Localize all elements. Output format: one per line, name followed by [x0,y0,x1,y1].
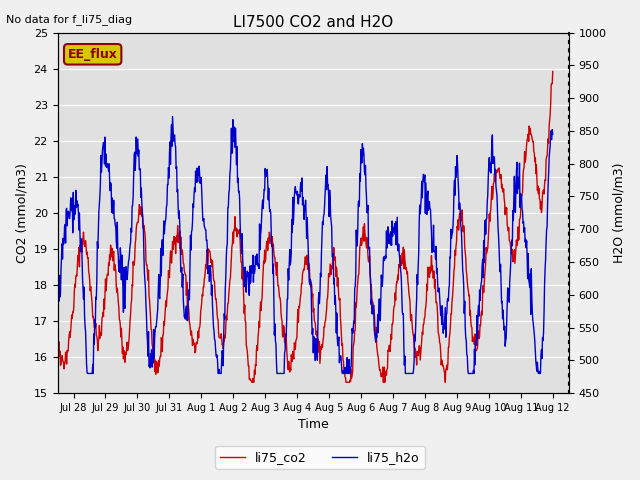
Legend: li75_co2, li75_h2o: li75_co2, li75_h2o [215,446,425,469]
li75_h2o [38,130,45,136]
Text: EE_flux: EE_flux [68,48,118,61]
li75_h2o [84,371,92,376]
li75_co2 [248,379,256,385]
li75_h2o [549,131,557,137]
li75_co2 [264,239,271,244]
li75_co2 [38,229,45,235]
li75_co2 [90,318,97,324]
li75_co2 [389,318,397,324]
Y-axis label: H2O (mmol/m3): H2O (mmol/m3) [612,163,625,263]
Text: No data for f_li75_diag: No data for f_li75_diag [6,14,132,25]
Line: li75_h2o: li75_h2o [42,117,553,373]
Title: LI7500 CO2 and H2O: LI7500 CO2 and H2O [233,15,393,30]
li75_co2 [549,69,557,74]
li75_h2o [246,292,253,298]
li75_co2 [446,331,454,336]
li75_h2o [447,255,454,261]
X-axis label: Time: Time [298,419,328,432]
li75_h2o [264,179,271,184]
Line: li75_co2: li75_co2 [42,72,553,382]
li75_co2 [437,349,445,355]
li75_h2o [169,114,177,120]
Y-axis label: CO2 (mmol/m3): CO2 (mmol/m3) [15,163,28,263]
li75_co2 [244,363,252,369]
li75_h2o [390,225,397,230]
li75_h2o [437,304,445,310]
li75_h2o [90,341,98,347]
